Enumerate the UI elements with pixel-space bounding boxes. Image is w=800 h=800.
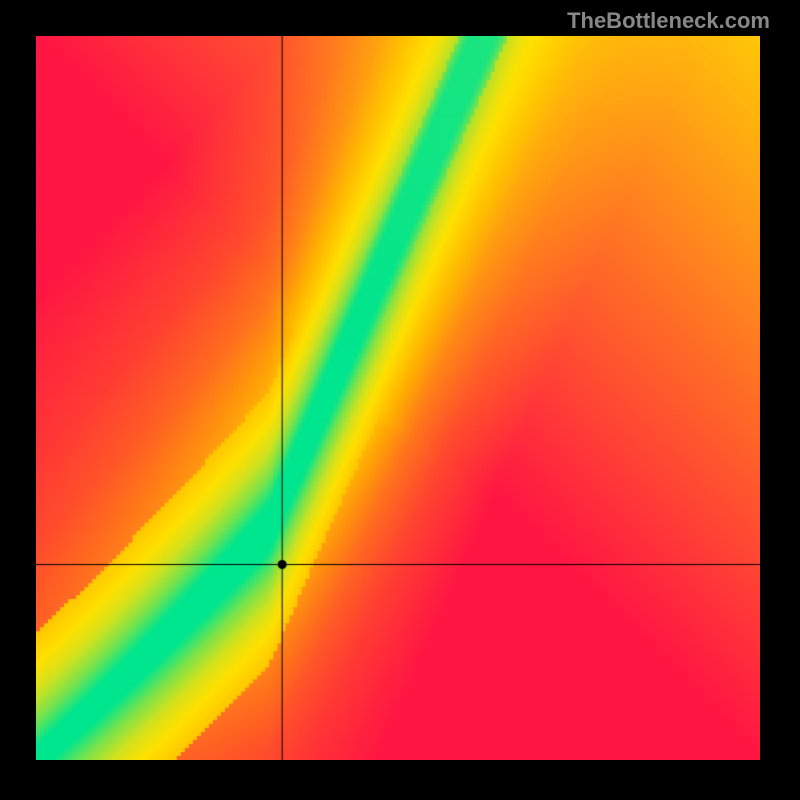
watermark-text: TheBottleneck.com [567, 8, 770, 34]
page-container: TheBottleneck.com [0, 0, 800, 800]
heatmap-canvas [36, 36, 760, 760]
bottleneck-heatmap [36, 36, 760, 760]
